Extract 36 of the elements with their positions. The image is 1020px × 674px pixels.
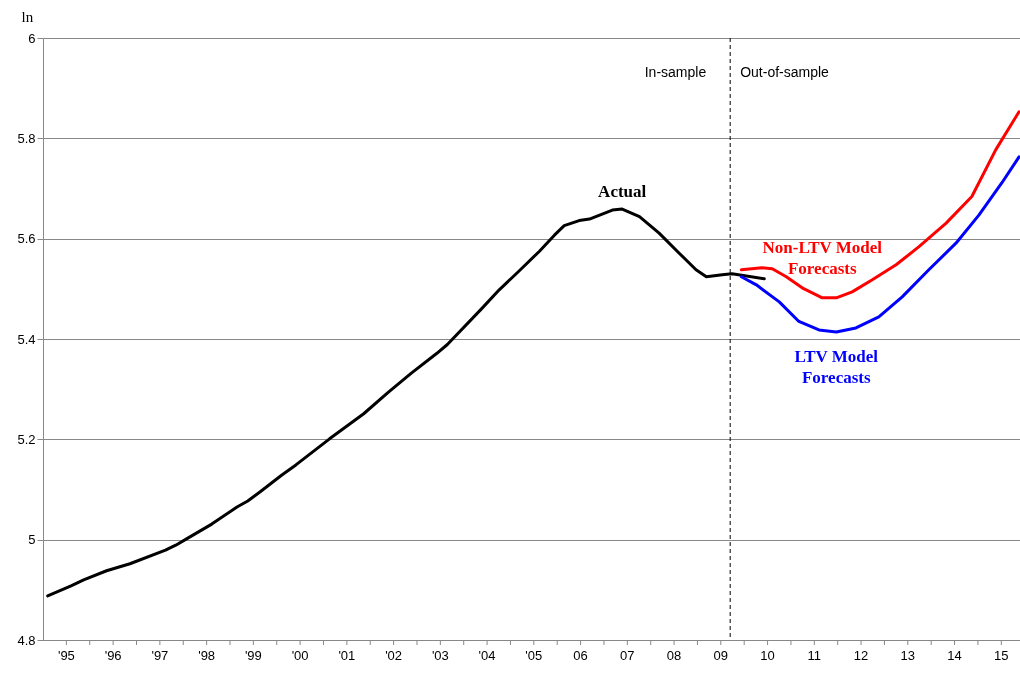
annotation: Out-of-sample bbox=[740, 64, 830, 80]
x-tick-label: '04 bbox=[478, 648, 496, 663]
y-tick-label: 5.8 bbox=[17, 130, 36, 146]
y-tick-label: 5 bbox=[28, 532, 36, 548]
x-tick-label: 08 bbox=[666, 648, 682, 663]
series-label: LTV Model Forecasts bbox=[794, 346, 879, 387]
x-tick-label: 07 bbox=[620, 648, 635, 663]
x-tick-label: '01 bbox=[338, 648, 356, 663]
x-tick-label: 13 bbox=[900, 648, 916, 663]
y-tick-label: 6 bbox=[28, 30, 36, 46]
x-tick-label: 09 bbox=[713, 648, 729, 663]
line-series bbox=[739, 155, 1020, 334]
y-tick-label: 4.8 bbox=[17, 632, 36, 648]
y-tick-label: 5.6 bbox=[17, 231, 36, 247]
y-tick-label: 5.2 bbox=[17, 431, 36, 447]
y-tick-label: 5.4 bbox=[17, 331, 36, 347]
x-tick-label: '03 bbox=[431, 648, 449, 663]
x-tick-label: 11 bbox=[807, 648, 822, 663]
line-series bbox=[739, 110, 1020, 300]
annotation: In-sample bbox=[644, 64, 707, 80]
y-axis-title: ln bbox=[21, 8, 34, 25]
x-tick-label: 12 bbox=[853, 648, 869, 663]
x-tick-label: 14 bbox=[947, 648, 962, 663]
x-tick-label: '96 bbox=[104, 648, 122, 663]
x-tick-label: '99 bbox=[244, 648, 262, 663]
x-tick-label: '05 bbox=[525, 648, 543, 663]
x-tick-label: '97 bbox=[151, 648, 169, 663]
series-label: Non-LTV Model Forecasts bbox=[762, 237, 883, 278]
x-tick-label: '00 bbox=[291, 648, 309, 663]
x-tick-label: 10 bbox=[760, 648, 775, 663]
x-tick-label: '02 bbox=[385, 648, 403, 663]
x-tick-label: '98 bbox=[198, 648, 216, 663]
series-label: Actual bbox=[598, 182, 647, 202]
x-tick-label: '95 bbox=[57, 648, 75, 663]
x-tick-label: 06 bbox=[573, 648, 588, 663]
x-tick-label: 15 bbox=[994, 648, 1009, 663]
